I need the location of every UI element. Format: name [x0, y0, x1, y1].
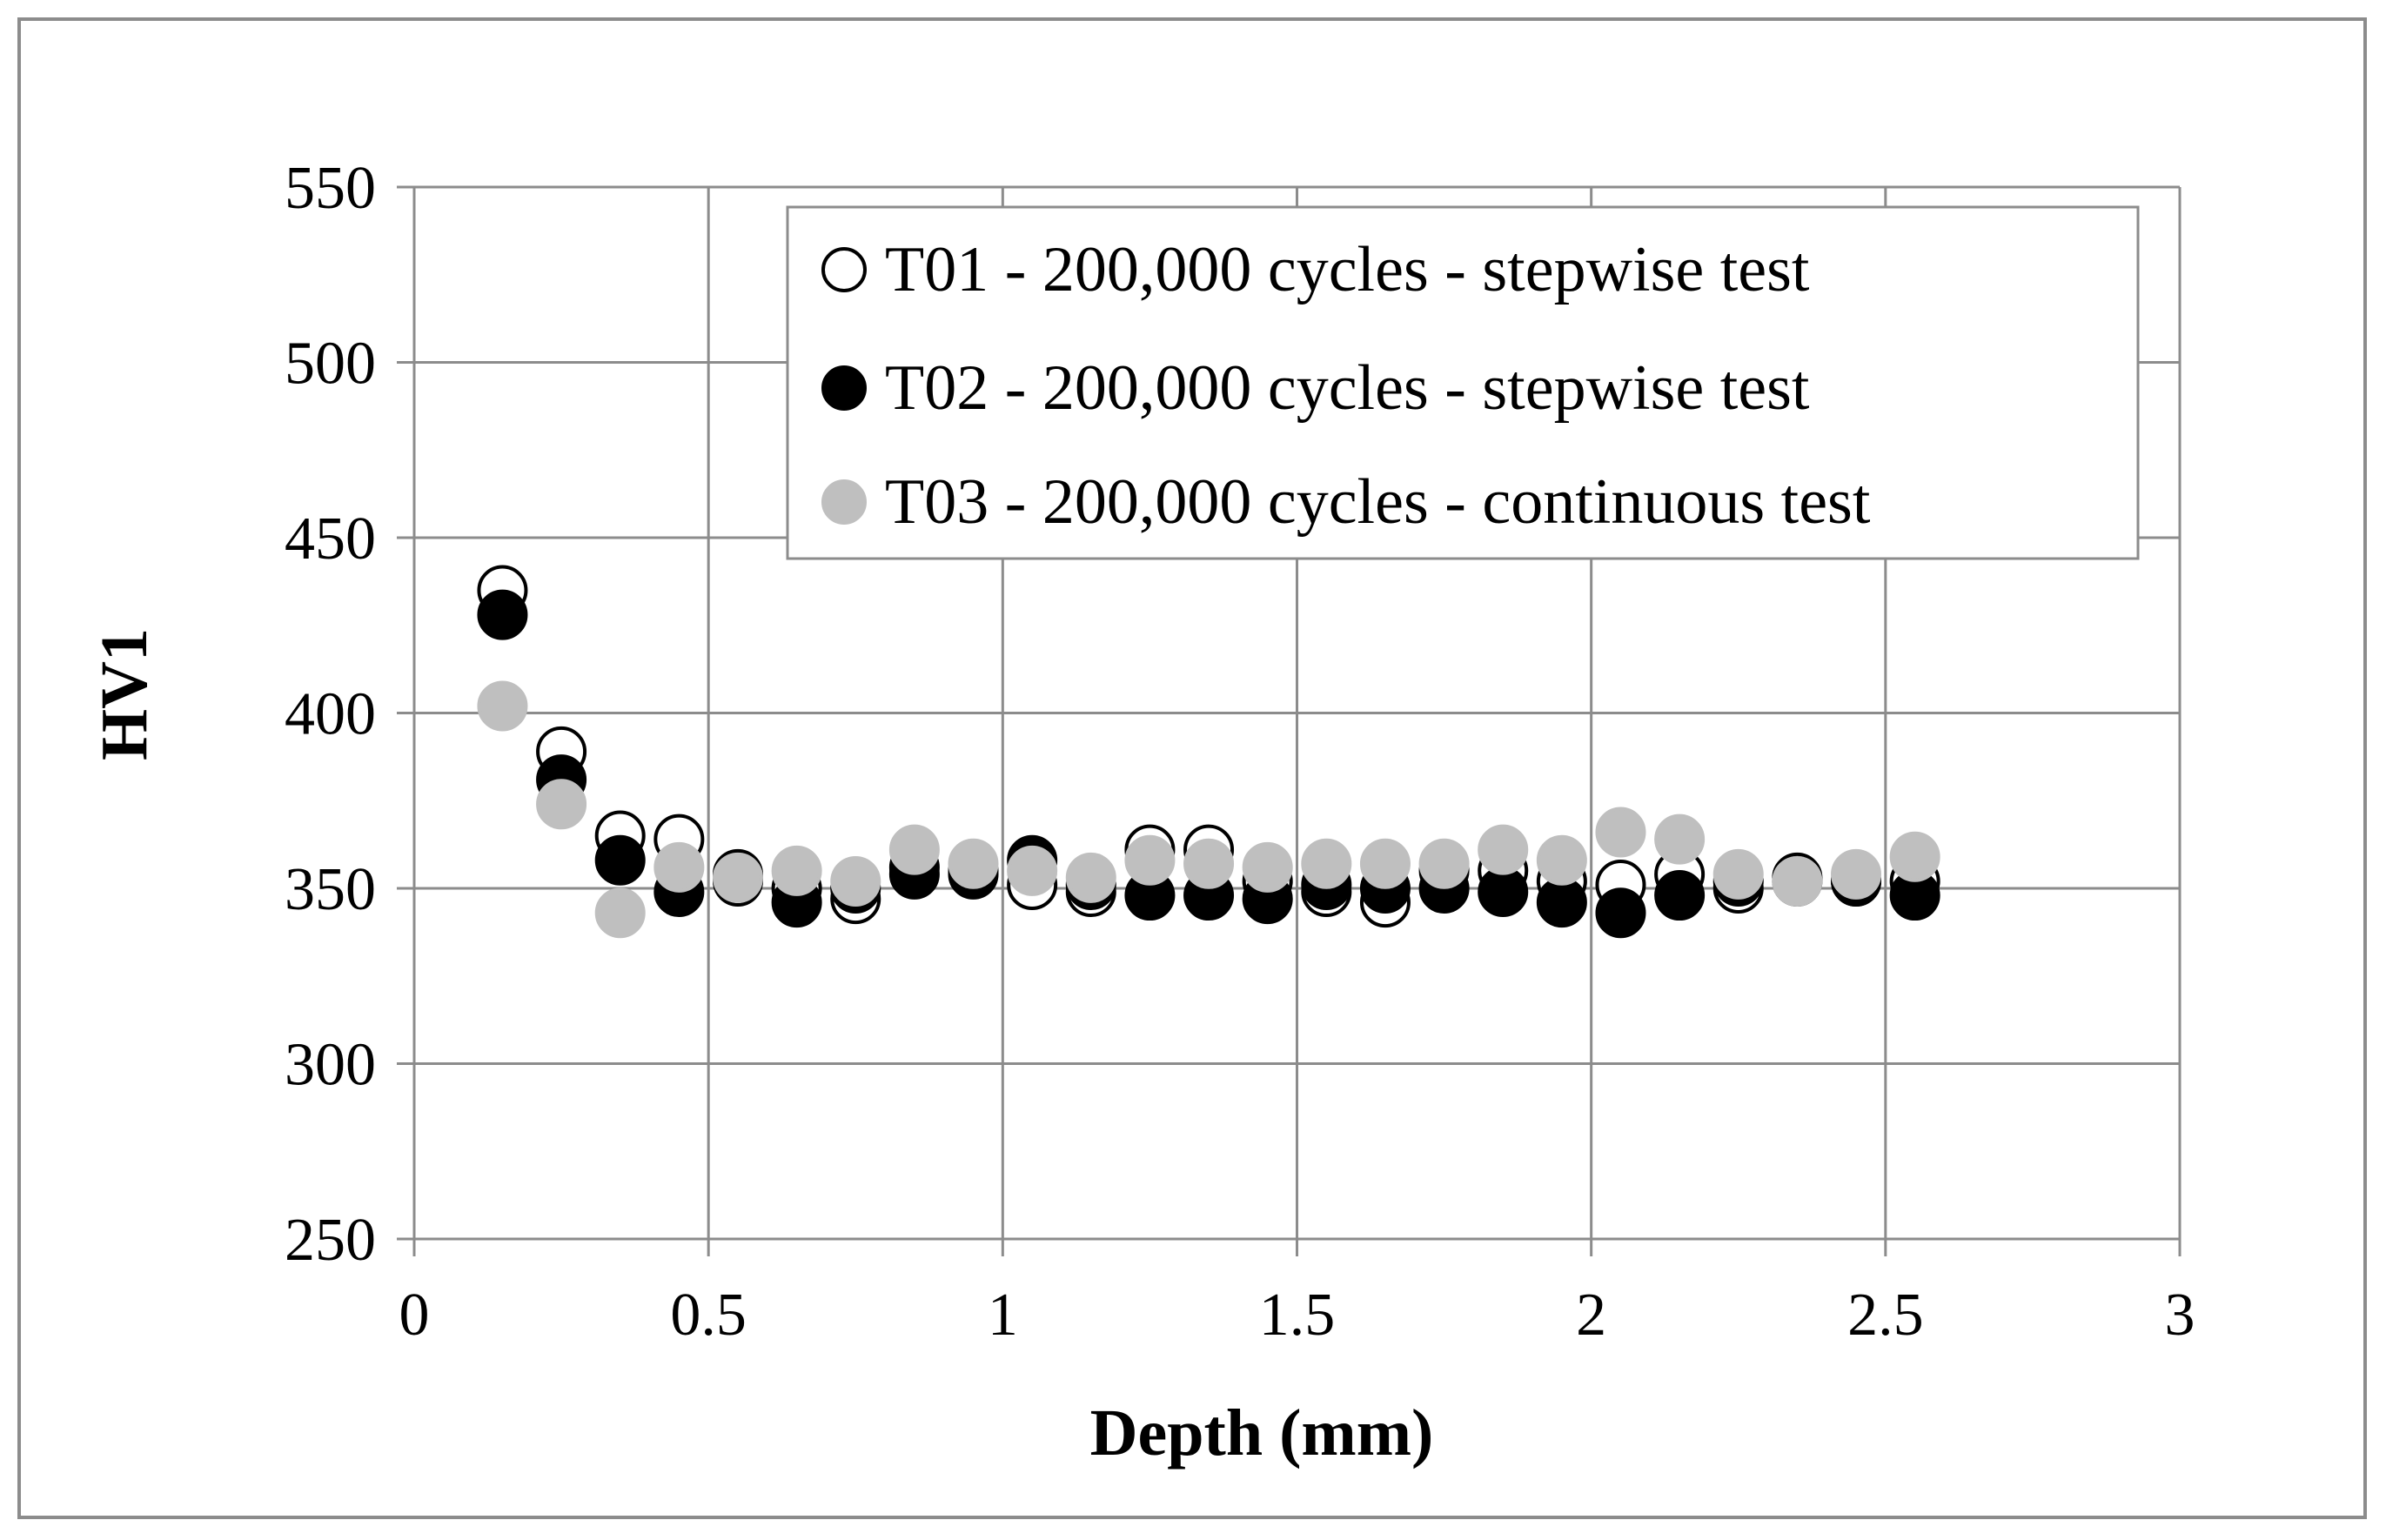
data-point-t03	[771, 845, 822, 896]
data-point-t03	[888, 824, 940, 875]
data-point-t03	[830, 855, 881, 907]
y-tick-label: 250	[285, 1207, 376, 1274]
x-tick-label: 1.5	[1259, 1282, 1336, 1349]
data-point-t02	[594, 834, 646, 886]
y-tick-label: 550	[285, 155, 376, 222]
data-point-t03	[1242, 841, 1293, 893]
data-point-t02	[1654, 870, 1706, 921]
y-tick-label: 350	[285, 856, 376, 923]
y-tick-label: 500	[285, 331, 376, 398]
data-point-t03	[1124, 834, 1176, 886]
legend-box	[786, 205, 2140, 560]
data-point-t03	[1772, 855, 1823, 907]
legend-marker-t01	[821, 247, 867, 292]
data-point-t03	[712, 852, 763, 903]
x-tick-label: 3	[2165, 1282, 2195, 1349]
legend: T01 - 200,000 cycles - stepwise test T02…	[786, 205, 2140, 560]
data-point-t03	[1418, 838, 1470, 889]
data-point-t03	[1712, 848, 1764, 900]
data-point-t03	[477, 680, 528, 732]
data-point-t03	[1065, 852, 1116, 903]
legend-label-t01: T01 - 200,000 cycles - stepwise test	[885, 234, 1810, 305]
data-point-t03	[1478, 824, 1529, 875]
x-tick-label: 2	[1576, 1282, 1606, 1349]
data-point-t03	[1301, 838, 1352, 889]
legend-label-t02: T02 - 200,000 cycles - stepwise test	[885, 352, 1810, 424]
data-point-t02	[1595, 887, 1646, 939]
x-axis-title: Depth (mm)	[1090, 1396, 1434, 1470]
data-point-t03	[1536, 834, 1587, 886]
data-point-t03	[594, 887, 646, 939]
legend-label-t03: T03 - 200,000 cycles - continuous test	[885, 466, 1871, 538]
y-tick-label: 450	[285, 506, 376, 572]
data-point-t02	[1536, 877, 1587, 928]
legend-marker-t03	[821, 479, 867, 525]
data-point-t03	[1183, 838, 1235, 889]
x-tick-label: 2.5	[1847, 1282, 1924, 1349]
x-tick-label: 0.5	[670, 1282, 747, 1349]
data-point-t03	[1889, 831, 1940, 882]
data-point-t03	[1595, 807, 1646, 858]
data-point-t03	[536, 779, 587, 830]
data-point-t03	[948, 838, 999, 889]
data-point-t03	[1831, 848, 1882, 900]
y-tick-label: 300	[285, 1032, 376, 1099]
legend-marker-t02	[821, 365, 867, 411]
data-point-t02	[1478, 867, 1529, 918]
series-3	[477, 680, 1940, 939]
data-point-t02	[477, 589, 528, 640]
data-point-t03	[1654, 814, 1706, 865]
x-tick-label: 1	[988, 1282, 1018, 1349]
y-tick-label: 400	[285, 681, 376, 748]
y-axis-title: HV1	[88, 628, 161, 760]
tick-labels: 250 300 350 400 450 500 550 0 0.5 1 1.5 2 2.5 3	[285, 155, 2195, 1349]
data-point-t03	[1007, 845, 1058, 896]
data-point-t03	[1359, 838, 1411, 889]
data-point-t03	[653, 841, 705, 893]
x-tick-label: 0	[399, 1282, 430, 1349]
data-markers	[477, 565, 1940, 939]
